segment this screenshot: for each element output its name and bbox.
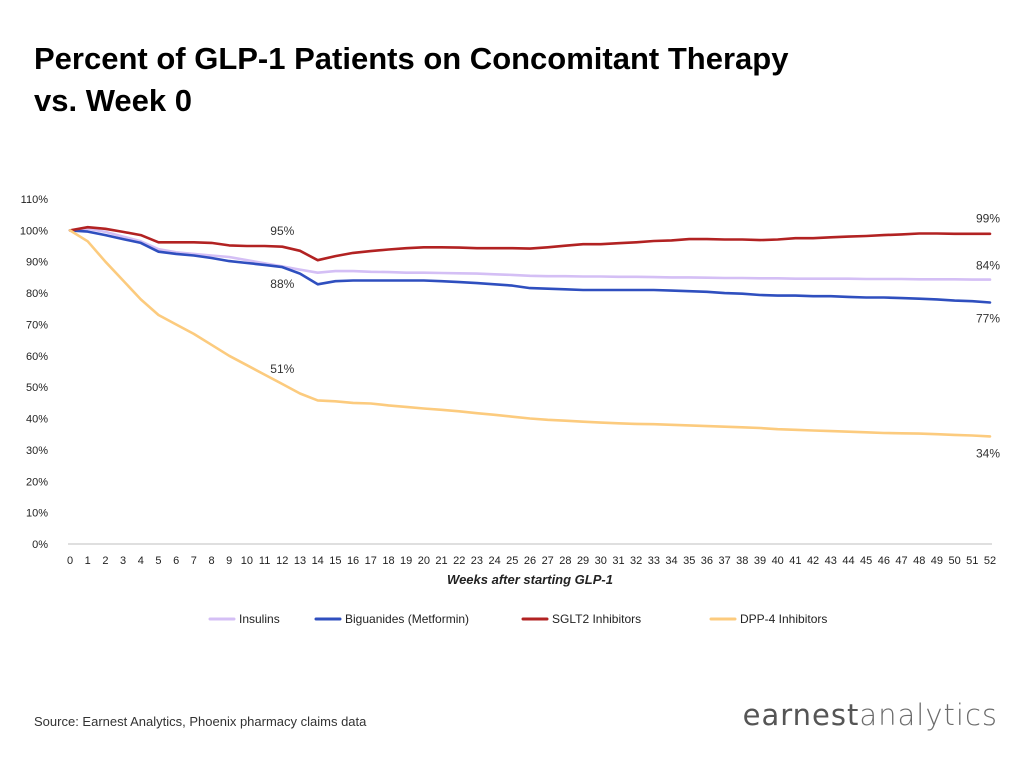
x-tick-label: 30	[595, 555, 607, 567]
x-tick-label: 28	[559, 555, 571, 567]
x-tick-label: 33	[648, 555, 660, 567]
x-tick-label: 18	[382, 555, 394, 567]
x-tick-label: 7	[191, 555, 197, 567]
y-tick-label: 70%	[26, 319, 48, 331]
x-tick-label: 3	[120, 555, 126, 567]
chart-title-line-2: vs. Week 0	[34, 83, 192, 118]
x-tick-label: 15	[329, 555, 341, 567]
x-tick-label: 19	[400, 555, 412, 567]
x-tick-label: 38	[736, 555, 748, 567]
x-tick-label: 29	[577, 555, 589, 567]
x-tick-label: 35	[683, 555, 695, 567]
x-tick-label: 32	[630, 555, 642, 567]
x-tick-label: 44	[842, 555, 854, 567]
chart-title-line-1: Percent of GLP-1 Patients on Concomitant…	[34, 41, 789, 76]
series-line-dpp-4-inhibitors	[68, 229, 992, 438]
x-tick-label: 34	[665, 555, 677, 567]
data-label: 99%	[976, 212, 1000, 226]
x-tick-label: 0	[67, 555, 73, 567]
x-tick-label: 42	[807, 555, 819, 567]
x-axis-label: Weeks after starting GLP-1	[447, 572, 613, 587]
legend: Insulins Biguanides (Metformin) SGLT2 Inhi…	[208, 612, 827, 626]
x-tick-label: 27	[542, 555, 554, 567]
legend-label: DPP-4 Inhibitors	[740, 612, 827, 626]
y-tick-label: 10%	[26, 508, 48, 520]
x-tick-label: 23	[471, 555, 483, 567]
chart-title: Percent of GLP-1 Patients on Concomitant…	[34, 38, 934, 122]
legend-label: Insulins	[239, 612, 280, 626]
series-line-sglt2-inhibitors	[68, 225, 992, 262]
x-tick-label: 31	[612, 555, 624, 567]
x-tick-label: 46	[878, 555, 890, 567]
x-axis: 0 1 2 3 4 5 6 7 8 9 10 11 12 13 14 15 16 17 18 19 20 21 22 23 24…	[67, 543, 996, 567]
x-tick-label: 52	[984, 555, 996, 567]
x-tick-label: 22	[453, 555, 465, 567]
x-tick-label: 37	[718, 555, 730, 567]
logo-text-light: analytics	[859, 698, 998, 732]
y-axis: 0% 10% 20% 30% 40% 50% 60% 70% 80% 90% 100% 110%	[20, 194, 48, 551]
x-tick-label: 6	[173, 555, 179, 567]
x-tick-label: 12	[276, 555, 288, 567]
x-tick-label: 45	[860, 555, 872, 567]
x-tick-label: 47	[895, 555, 907, 567]
x-tick-label: 8	[208, 555, 214, 567]
x-tick-label: 40	[772, 555, 784, 567]
data-labels: 95% 88% 51% 99% 84% 77% 34%	[270, 212, 1000, 461]
earnest-analytics-logo: earnestanalytics	[743, 698, 998, 732]
x-tick-label: 51	[966, 555, 978, 567]
data-label: 77%	[976, 312, 1000, 326]
x-tick-label: 20	[418, 555, 430, 567]
data-label: 95%	[270, 224, 294, 238]
x-tick-label: 10	[241, 555, 253, 567]
series-line-biguanides-metformin	[68, 229, 992, 304]
y-tick-label: 20%	[26, 476, 48, 488]
x-tick-label: 4	[138, 555, 144, 567]
y-tick-label: 0%	[32, 539, 48, 551]
y-tick-label: 50%	[26, 382, 48, 394]
logo-text-bold: earnest	[742, 698, 860, 732]
x-tick-label: 21	[435, 555, 447, 567]
data-label: 51%	[270, 362, 294, 376]
legend-label: SGLT2 Inhibitors	[552, 612, 641, 626]
x-tick-label: 26	[524, 555, 536, 567]
data-label: 88%	[270, 277, 294, 291]
x-tick-label: 13	[294, 555, 306, 567]
x-tick-label: 49	[931, 555, 943, 567]
data-label: 34%	[976, 446, 1000, 460]
y-tick-label: 30%	[26, 445, 48, 457]
source-note: Source: Earnest Analytics, Phoenix pharm…	[34, 714, 367, 729]
x-tick-label: 2	[102, 555, 108, 567]
y-tick-label: 80%	[26, 288, 48, 300]
x-tick-label: 9	[226, 555, 232, 567]
x-tick-label: 5	[155, 555, 161, 567]
series-line-insulins	[68, 227, 992, 281]
y-tick-label: 100%	[20, 225, 48, 237]
x-tick-label: 36	[701, 555, 713, 567]
x-tick-label: 50	[948, 555, 960, 567]
series-lines	[68, 225, 992, 438]
y-tick-label: 110%	[21, 194, 49, 206]
x-tick-label: 25	[506, 555, 518, 567]
x-tick-label: 43	[825, 555, 837, 567]
y-tick-label: 90%	[26, 257, 48, 269]
x-tick-label: 14	[312, 555, 324, 567]
y-tick-label: 60%	[26, 351, 48, 363]
x-tick-label: 11	[259, 555, 270, 567]
x-tick-label: 16	[347, 555, 359, 567]
x-tick-label: 1	[85, 555, 91, 567]
legend-label: Biguanides (Metformin)	[345, 612, 469, 626]
data-label: 84%	[976, 259, 1000, 273]
x-tick-label: 17	[365, 555, 377, 567]
y-tick-label: 40%	[26, 414, 48, 426]
x-tick-label: 48	[913, 555, 925, 567]
x-tick-label: 39	[754, 555, 766, 567]
x-tick-label: 41	[789, 555, 801, 567]
x-tick-label: 24	[488, 555, 500, 567]
